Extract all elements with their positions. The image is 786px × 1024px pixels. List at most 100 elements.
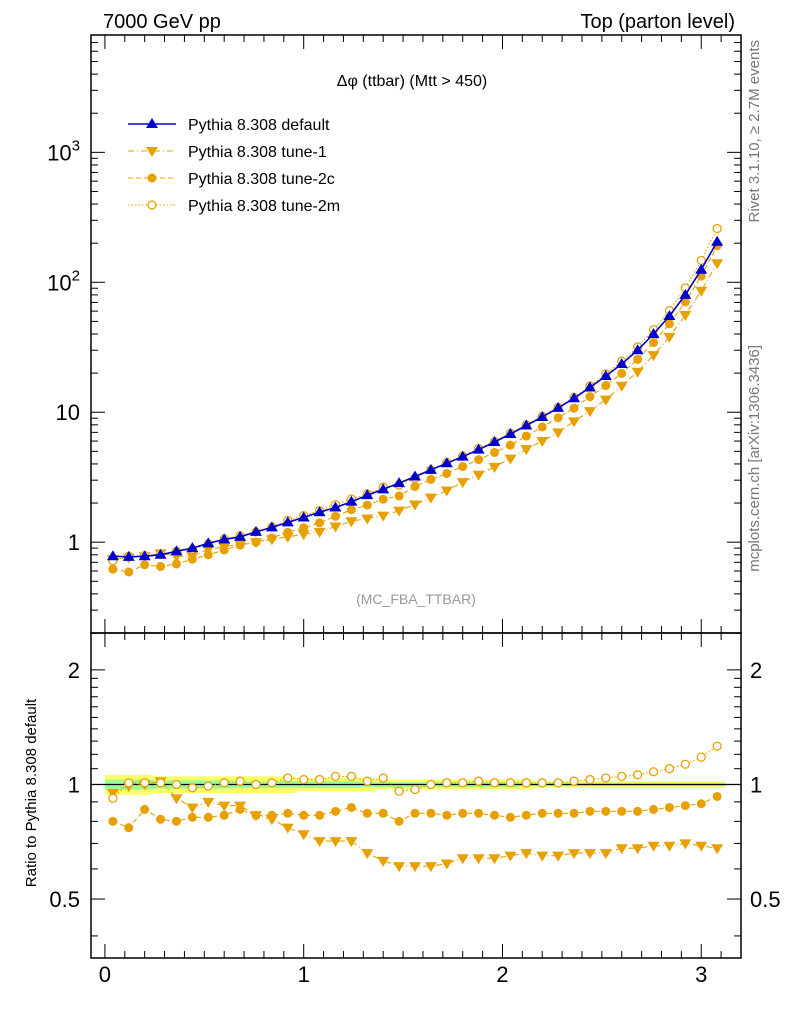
main-point: [313, 527, 326, 538]
legend-marker: [146, 118, 158, 128]
main-point: [615, 381, 628, 392]
header: 7000 GeV pp Top (parton level): [103, 11, 735, 33]
legend-entry: Pythia 8.308 tune-1: [188, 144, 327, 161]
ratio-point: [489, 778, 500, 788]
ratio-point: [696, 752, 706, 762]
ratio-y-tick-label: 1: [68, 772, 80, 797]
main-point: [599, 370, 612, 381]
ratio-point: [585, 774, 595, 785]
main-point: [138, 550, 151, 561]
main-point: [409, 500, 422, 511]
main-point: [536, 410, 549, 421]
main-point: [377, 511, 390, 522]
main-point: [187, 554, 197, 564]
ratio-point: [647, 841, 660, 852]
main-point: [442, 468, 452, 478]
main-point: [424, 493, 437, 504]
ratio-point: [504, 851, 517, 862]
ratio-point: [456, 854, 469, 865]
ratio-point: [664, 764, 675, 774]
main-y-tick-label: 1: [68, 530, 80, 555]
ratio-point: [568, 849, 581, 860]
x-tick-label: 2: [496, 962, 508, 987]
ratio-point: [633, 806, 643, 816]
ratio-point: [712, 741, 722, 751]
main-point: [680, 297, 690, 307]
ratio-point: [553, 808, 563, 818]
ratio-point: [649, 804, 659, 814]
main-point: [346, 505, 356, 515]
main-point: [712, 223, 722, 234]
ratio-point: [156, 814, 166, 824]
main-point: [520, 445, 533, 456]
main-point: [521, 431, 531, 441]
ratio-point: [283, 808, 293, 818]
main-point: [679, 311, 692, 322]
ratio-point: [472, 854, 485, 865]
main-point: [297, 511, 310, 522]
ratio-point: [410, 808, 420, 818]
main-point: [663, 310, 676, 321]
main-point: [362, 500, 372, 510]
ratio-point: [346, 802, 356, 812]
ratio-point: [251, 810, 261, 820]
ratio-point: [394, 816, 404, 826]
ratio-point: [378, 808, 388, 818]
main-point: [297, 530, 310, 541]
ratio-point: [474, 808, 484, 818]
main-point: [108, 564, 118, 574]
ratio-point: [313, 837, 326, 848]
ratio-point: [202, 797, 215, 808]
main-point: [424, 463, 437, 474]
ratio-point: [488, 854, 501, 865]
ratio-point: [329, 837, 342, 848]
ratio-point: [251, 779, 261, 790]
main-point: [219, 545, 229, 555]
main-point: [234, 530, 247, 541]
main-point: [536, 437, 549, 448]
ratio-point: [695, 841, 708, 852]
ratio-point: [170, 794, 183, 805]
ratio-point: [632, 770, 643, 780]
ratio-point: [631, 844, 644, 855]
ratio-point: [615, 844, 628, 855]
ratio-point: [297, 830, 310, 841]
main-point: [329, 501, 342, 512]
ratio-point: [426, 779, 436, 790]
main-point: [599, 395, 612, 406]
ratio-point: [490, 810, 500, 820]
source-label: mcplots.cern.ch [arXiv:1306.3436]: [746, 345, 763, 572]
ratio-point: [281, 823, 294, 834]
main-point: [695, 263, 708, 274]
main-point: [569, 403, 579, 413]
main-point: [440, 486, 453, 497]
main-point: [647, 351, 660, 362]
x-tick-label: 3: [695, 962, 707, 987]
ratio-point: [663, 841, 676, 852]
ratio-point: [553, 778, 563, 788]
main-point: [409, 470, 422, 481]
ratio-y-tick-label-right: 1: [750, 772, 762, 797]
main-point: [633, 354, 643, 364]
legend-entry: Pythia 8.308 tune-2c: [188, 171, 335, 188]
main-point: [315, 518, 325, 528]
main-point: [299, 523, 309, 533]
ratio-point: [680, 801, 690, 811]
ratio-point: [267, 778, 277, 788]
main-point: [711, 235, 724, 246]
ratio-point: [235, 776, 245, 786]
x-tick-label: 1: [298, 962, 310, 987]
main-point: [583, 407, 596, 418]
ratio-point: [442, 778, 452, 788]
ratio-point: [617, 771, 627, 782]
ratio-point: [377, 856, 390, 867]
ratio-point: [521, 810, 531, 820]
main-point: [647, 328, 660, 338]
main-point: [585, 392, 595, 402]
ratio-y-tick-label-right: 0.5: [750, 887, 781, 912]
main-point: [124, 567, 134, 577]
ratio-y-tick-label: 0.5: [49, 887, 80, 912]
main-point: [410, 482, 420, 492]
ratio-point: [219, 810, 229, 820]
